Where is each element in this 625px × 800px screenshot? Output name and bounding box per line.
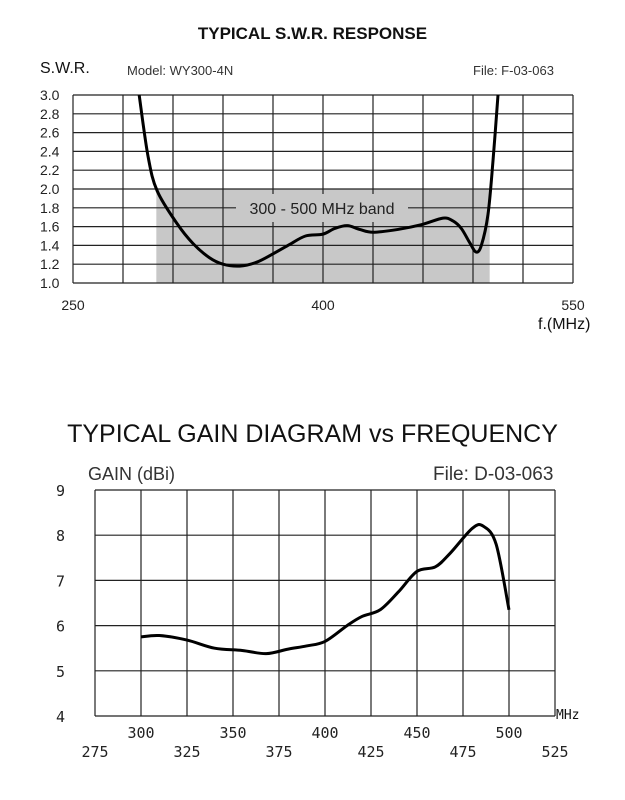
swr-ylabel: S.W.R.	[40, 60, 90, 77]
gain-xtick-label-lower: 275	[81, 743, 108, 761]
gain-series-line	[140, 523, 511, 656]
gain-ytick-label: 9	[56, 482, 65, 500]
gain-xtick-label-upper: 500	[495, 724, 522, 742]
gain-ytick-label: 6	[56, 618, 65, 636]
gain-xtick-label-upper: 450	[403, 724, 430, 742]
swr-xtick-label: 400	[311, 297, 335, 313]
gain-xtick-label-lower: 425	[357, 743, 384, 761]
gain-xtick-label-lower: 475	[449, 743, 476, 761]
swr-band-label-bg	[236, 194, 408, 222]
swr-xtick-label: 550	[561, 297, 585, 313]
swr-ytick-label: 2.0	[40, 181, 60, 197]
gain-xlabel: MHz	[556, 708, 580, 723]
swr-series-line	[137, 94, 500, 268]
gain-ytick-label: 8	[56, 527, 65, 545]
swr-xlabel: f.(MHz)	[538, 316, 591, 333]
gain-file: File: D-03-063	[433, 464, 554, 485]
swr-title: TYPICAL S.W.R. RESPONSE	[197, 24, 428, 43]
gain-xtick-label-upper: 350	[219, 724, 246, 742]
gain-ylabel: GAIN (dBi)	[88, 464, 176, 484]
gain-xtick-label-upper: 400	[311, 724, 338, 742]
swr-ytick-label: 2.6	[40, 125, 60, 141]
swr-ytick-label: 1.0	[40, 275, 60, 291]
swr-ytick-label: 1.6	[40, 219, 60, 235]
swr-ytick-label: 3.0	[40, 87, 60, 103]
gain-xtick-label-lower: 375	[265, 743, 292, 761]
swr-ytick-label: 1.4	[40, 237, 60, 253]
gain-xtick-label-lower: 525	[541, 743, 568, 761]
swr-file: File: F-03-063	[473, 63, 554, 78]
swr-ytick-label: 2.2	[40, 162, 60, 178]
gain-ytick-label: 7	[56, 572, 65, 590]
swr-ytick-label: 1.8	[40, 200, 60, 216]
swr-xtick-label: 250	[61, 297, 85, 313]
swr-model: Model: WY300-4N	[127, 63, 234, 78]
swr-band-label: 300 - 500 MHz band	[250, 201, 395, 218]
gain-ytick-label: 4	[56, 708, 65, 726]
swr-ytick-label: 2.8	[40, 106, 60, 122]
gain-xtick-label-lower: 325	[173, 743, 200, 761]
swr-ytick-label: 2.4	[40, 143, 60, 159]
gain-ytick-label: 5	[56, 663, 65, 681]
gain-title: TYPICAL GAIN DIAGRAM vs FREQUENCY	[67, 420, 558, 448]
swr-ytick-label: 1.2	[40, 256, 60, 272]
gain-xtick-label-upper: 300	[127, 724, 154, 742]
